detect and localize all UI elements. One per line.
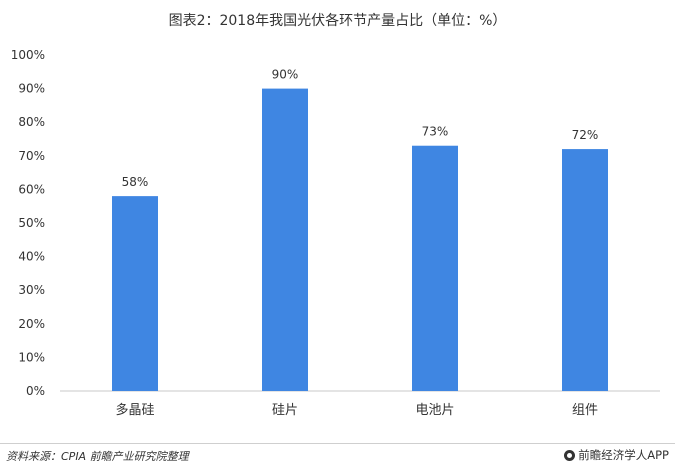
chart-title: 图表2：2018年我国光伏各环节产量占比（单位：%） [168,13,507,29]
y-tick-label: 50% [18,216,45,230]
brand-label: 前瞻经济学人APP [564,447,669,463]
source-note: 资料来源：CPIA 前瞻产业研究院整理 [6,450,189,463]
y-tick-label: 0% [26,384,45,398]
bar [562,149,608,391]
x-tick-label: 多晶硅 [115,402,154,418]
x-tick-label: 电池片 [415,403,454,418]
bar [262,88,308,391]
x-tick-label: 硅片 [272,403,298,418]
bar [412,145,458,391]
y-tick-label: 70% [18,149,45,163]
data-label: 72% [572,128,599,142]
data-label: 90% [272,68,299,82]
footer: 资料来源：CPIA 前瞻产业研究院整理 前瞻经济学人APP [0,443,675,470]
y-tick-label: 20% [18,317,45,331]
y-tick-label: 40% [18,250,45,264]
y-tick-label: 10% [18,350,45,364]
y-tick-label: 100% [11,48,45,62]
x-tick-label: 组件 [572,403,598,418]
y-axis: 0% 10% 20% 30% 40% 50% 60% 70% 80% 90% 100% [11,48,45,398]
bar [112,196,158,391]
data-label: 58% [122,175,149,189]
bar-chart: 0% 10% 20% 30% 40% 50% 60% 70% 80% 90% 100% 58% 90%… [11,48,660,418]
y-tick-label: 80% [18,115,45,129]
y-tick-label: 30% [18,283,45,297]
brand-name: 前瞻经济学人APP [578,448,669,462]
x-axis: 多晶硅 硅片 电池片 组件 [115,402,598,418]
data-label: 73% [422,125,449,139]
bar-series: 58% 90% 73% 72% [112,68,608,391]
y-tick-label: 90% [18,82,45,96]
brand-logo-icon [564,449,576,461]
y-tick-label: 60% [18,182,45,196]
